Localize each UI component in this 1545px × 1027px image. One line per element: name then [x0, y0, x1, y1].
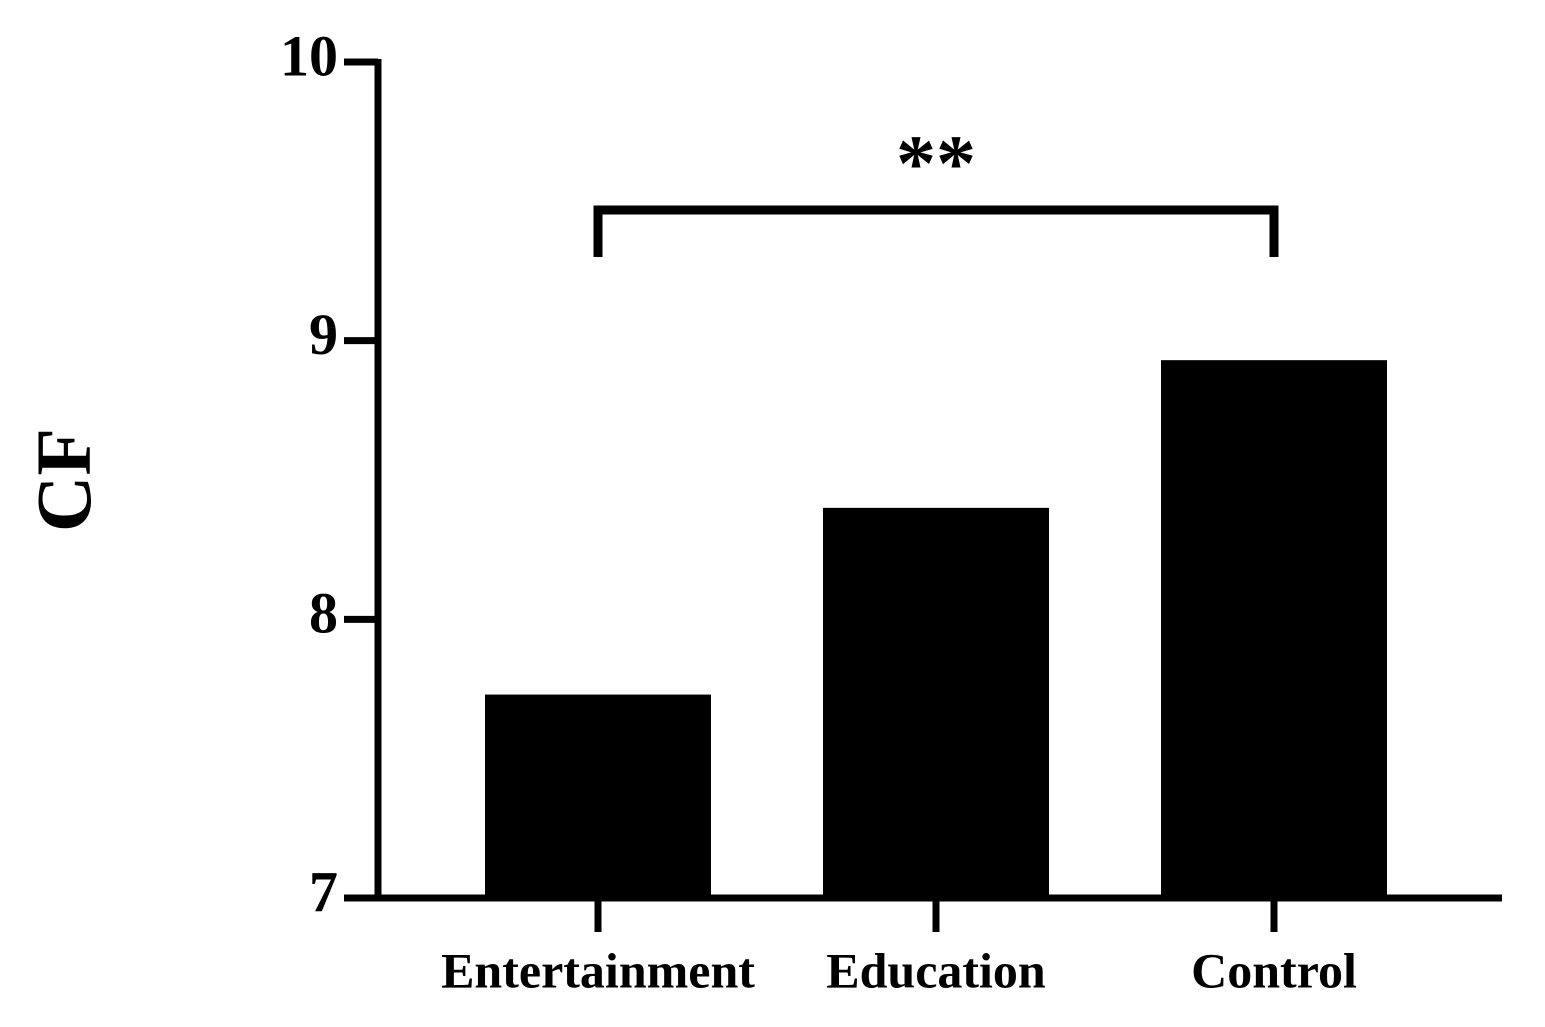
- bar: [1161, 360, 1387, 898]
- y-tick-label: 10: [280, 23, 338, 88]
- x-tick-label: Control: [1191, 942, 1357, 998]
- significance-bracket: [593, 205, 1279, 257]
- x-tick-label: Entertainment: [441, 942, 755, 998]
- y-tick-label: 8: [309, 581, 338, 646]
- bar: [823, 507, 1049, 898]
- x-tick-label: Education: [826, 942, 1046, 998]
- y-axis-label: CF: [20, 428, 107, 532]
- y-tick-label: 9: [309, 302, 338, 367]
- y-tick-label: 7: [309, 859, 338, 924]
- bar: [485, 694, 711, 898]
- significance-label: **: [896, 120, 976, 208]
